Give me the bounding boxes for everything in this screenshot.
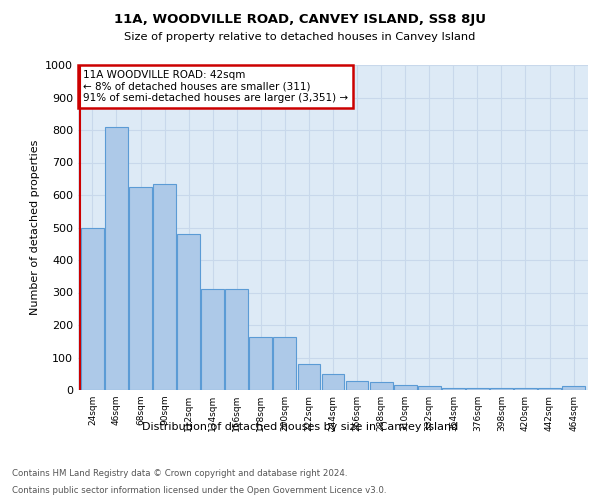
Bar	[129, 187, 152, 390]
Y-axis label: Number of detached properties: Number of detached properties	[29, 140, 40, 315]
Bar	[562, 386, 585, 390]
Bar	[418, 386, 440, 390]
Bar	[105, 126, 128, 390]
Text: 11A WOODVILLE ROAD: 42sqm
← 8% of detached houses are smaller (311)
91% of semi-: 11A WOODVILLE ROAD: 42sqm ← 8% of detach…	[83, 70, 348, 103]
Bar	[298, 364, 320, 390]
Text: Contains public sector information licensed under the Open Government Licence v3: Contains public sector information licen…	[12, 486, 386, 495]
Bar	[274, 337, 296, 390]
Bar	[490, 388, 513, 390]
Bar	[514, 388, 537, 390]
Bar	[81, 228, 104, 390]
Bar	[370, 382, 392, 390]
Bar	[201, 288, 224, 390]
Bar	[250, 337, 272, 390]
Bar	[442, 388, 465, 390]
Bar	[346, 381, 368, 390]
Bar	[322, 374, 344, 390]
Bar	[177, 234, 200, 390]
Text: Size of property relative to detached houses in Canvey Island: Size of property relative to detached ho…	[124, 32, 476, 42]
Text: Distribution of detached houses by size in Canvey Island: Distribution of detached houses by size …	[142, 422, 458, 432]
Text: 11A, WOODVILLE ROAD, CANVEY ISLAND, SS8 8JU: 11A, WOODVILLE ROAD, CANVEY ISLAND, SS8 …	[114, 12, 486, 26]
Text: Contains HM Land Registry data © Crown copyright and database right 2024.: Contains HM Land Registry data © Crown c…	[12, 468, 347, 477]
Bar	[538, 388, 561, 390]
Bar	[153, 184, 176, 390]
Bar	[466, 388, 489, 390]
Bar	[394, 385, 416, 390]
Bar	[226, 288, 248, 390]
